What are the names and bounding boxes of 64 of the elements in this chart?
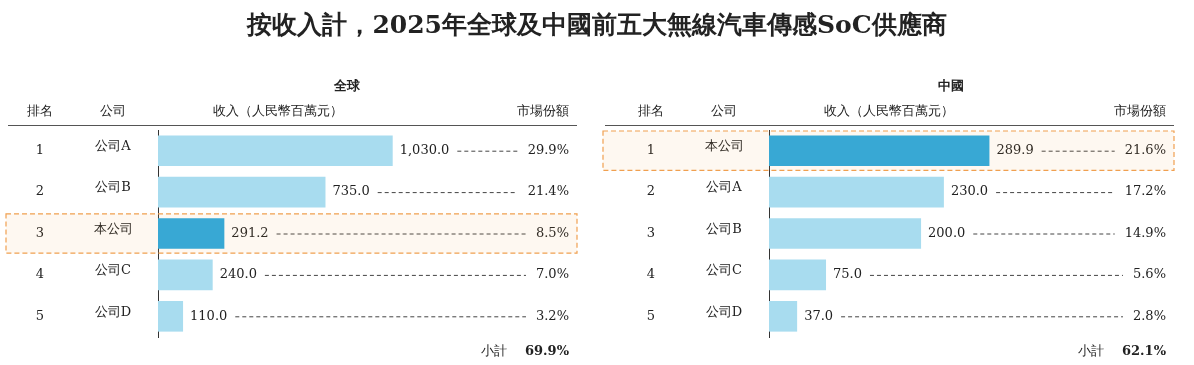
text: 2 [646,183,656,199]
y-tick-label: 公司C [95,262,132,278]
annotation: 29.9% [527,142,569,158]
chart-title: 中國 [937,78,964,94]
bar [769,259,827,291]
text: 69.9% [524,343,570,359]
data-label: 75.0 [833,266,862,282]
bar [158,176,326,208]
text: 62.1% [1121,343,1167,359]
text: 4 [646,266,656,282]
text: 排名 [27,103,53,119]
bar [158,135,393,167]
y-tick-label: 本公司 [93,220,133,236]
x-axis-title: 收入（人民幣百萬元） [824,103,954,119]
text: 市場份額 [1114,103,1166,119]
y-tick-label: 公司A [95,138,132,154]
text: 2 [35,183,45,199]
y-tick-label: 公司B [706,220,742,236]
bar [769,176,944,208]
chart-subtitle: 全球 [332,78,361,94]
text: 4 [35,266,45,282]
annotation: 2.8% [1132,307,1166,323]
data-label: 110.0 [190,307,228,323]
data-label: 291.2 [231,224,269,240]
x-axis-title: 收入（人民幣百萬元） [213,103,343,119]
chart-title: 按收入計，2025年全球及中國前五大無線汽車傳感SoC供應商 [245,9,948,41]
data-label: 1,030.0 [399,142,450,158]
annotation: 8.5% [535,224,569,240]
annotation: 17.2% [1124,183,1166,199]
data-label: 289.9 [996,142,1034,158]
text: 3 [646,224,656,240]
text: 5 [646,307,656,323]
bar [158,300,184,332]
text: 1 [35,142,45,158]
text: 小計 [1078,343,1104,359]
text: 公司 [100,103,126,119]
y-tick-label: 公司D [94,303,132,319]
text: 市場份額 [517,103,569,119]
data-label: 37.0 [804,307,834,323]
annotation: 21.4% [527,183,569,199]
y-tick-label: 公司B [95,179,131,195]
annotation: 3.2% [535,307,569,323]
text: 公司 [711,103,737,119]
text: 3 [35,224,45,240]
annotation: 7.0% [535,266,569,282]
text: 1 [646,142,656,158]
data-label: 735.0 [332,183,370,199]
annotation: 21.6% [1124,142,1166,158]
data-label: 200.0 [928,224,966,240]
annotation: 14.9% [1124,224,1166,240]
y-tick-label: 公司D [705,303,743,319]
data-label: 230.0 [950,183,989,199]
y-tick-label: 公司C [706,262,743,278]
data-label: 240.0 [219,266,257,282]
y-tick-label: 本公司 [704,138,744,154]
bar [769,218,922,249]
text: 5 [35,307,45,323]
y-tick-label: 公司A [706,179,743,195]
bar [158,218,225,249]
bar [158,259,213,291]
annotation: 5.6% [1132,266,1166,282]
bar [769,300,798,332]
text: 排名 [638,103,664,119]
text: 小計 [481,343,507,359]
